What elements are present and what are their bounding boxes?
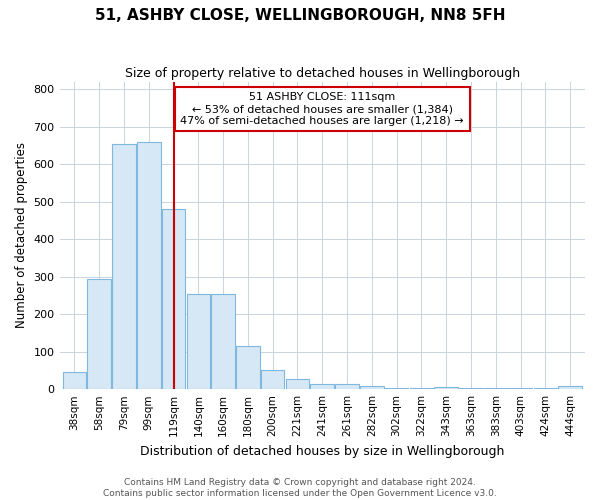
Bar	[509, 388, 532, 389]
Bar	[310, 384, 334, 389]
Bar	[112, 144, 136, 389]
Y-axis label: Number of detached properties: Number of detached properties	[15, 142, 28, 328]
Bar	[286, 378, 309, 389]
Bar	[484, 388, 508, 389]
Bar	[137, 142, 161, 389]
Bar	[385, 388, 409, 389]
Bar	[559, 386, 582, 389]
Bar	[62, 372, 86, 389]
Bar	[360, 386, 383, 389]
Text: Contains HM Land Registry data © Crown copyright and database right 2024.
Contai: Contains HM Land Registry data © Crown c…	[103, 478, 497, 498]
Bar	[88, 278, 111, 389]
Bar	[459, 388, 483, 389]
Bar	[261, 370, 284, 389]
X-axis label: Distribution of detached houses by size in Wellingborough: Distribution of detached houses by size …	[140, 444, 505, 458]
Text: 51, ASHBY CLOSE, WELLINGBOROUGH, NN8 5FH: 51, ASHBY CLOSE, WELLINGBOROUGH, NN8 5FH	[95, 8, 505, 22]
Bar	[533, 388, 557, 389]
Bar	[434, 388, 458, 389]
Bar	[410, 388, 433, 389]
Bar	[162, 209, 185, 389]
Title: Size of property relative to detached houses in Wellingborough: Size of property relative to detached ho…	[125, 68, 520, 80]
Bar	[335, 384, 359, 389]
Bar	[236, 346, 260, 389]
Bar	[187, 294, 210, 389]
Text: 51 ASHBY CLOSE: 111sqm
← 53% of detached houses are smaller (1,384)
47% of semi-: 51 ASHBY CLOSE: 111sqm ← 53% of detached…	[181, 92, 464, 126]
Bar	[211, 294, 235, 389]
